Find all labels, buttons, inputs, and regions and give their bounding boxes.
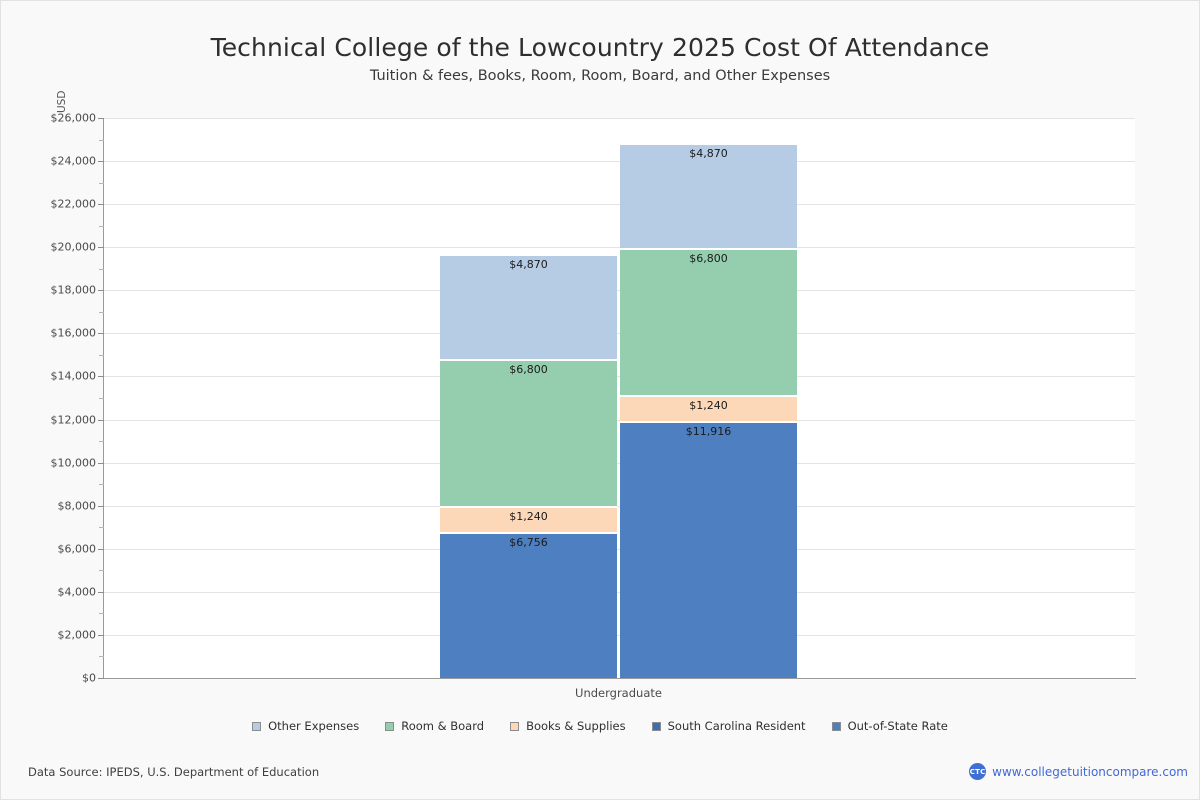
gridline <box>104 161 1135 163</box>
bar-segment[interactable]: $1,240 <box>620 394 797 422</box>
y-tick-major <box>98 204 104 206</box>
plot-area <box>104 118 1135 679</box>
legend-swatch-icon <box>252 721 262 731</box>
legend-label: Books & Supplies <box>526 719 626 733</box>
x-axis-category-label: Undergraduate <box>575 686 662 700</box>
stacked-bar[interactable]: $6,756 $1,240 $6,800 $4,870 <box>440 254 617 678</box>
ctc-logo-icon: CTC <box>969 763 987 780</box>
bar-segment[interactable]: $4,870 <box>620 143 797 249</box>
x-axis-line <box>104 678 1136 679</box>
bar-segment-value-label: $6,800 <box>689 252 728 266</box>
y-axis-tick-labels: $0 $2,000 $4,000 $6,000 $8,000 $10,000 $12,000… <box>0 0 97 800</box>
bar-segment[interactable]: $6,756 <box>440 532 617 678</box>
y-tick-label: $10,000 <box>50 456 97 470</box>
y-tick-minor <box>99 268 104 270</box>
y-tick-major <box>98 290 104 292</box>
y-tick-label: $26,000 <box>50 111 97 125</box>
y-tick-minor <box>99 441 104 443</box>
gridline <box>104 204 1135 206</box>
gridline <box>104 591 1135 593</box>
y-tick-major <box>98 505 104 507</box>
legend-item[interactable]: South Carolina Resident <box>651 719 806 733</box>
y-tick-major <box>98 634 104 636</box>
bar-segment-value-label: $1,240 <box>509 509 548 523</box>
gridline <box>104 247 1135 249</box>
gridline <box>104 505 1135 507</box>
bar-segment-value-label: $11,916 <box>685 425 732 439</box>
y-tick-major <box>98 678 104 679</box>
stacked-bar[interactable]: $11,916 $1,240 $6,800 $4,870 <box>620 143 797 678</box>
gridline <box>104 376 1135 378</box>
y-tick-minor <box>99 182 104 184</box>
y-tick-minor <box>99 484 104 486</box>
legend-label: South Carolina Resident <box>667 719 806 733</box>
brand-url-link[interactable]: www.collegetuitioncompare.com <box>992 764 1188 779</box>
bar-segment[interactable]: $6,800 <box>620 248 797 395</box>
gridline <box>104 634 1135 636</box>
y-tick-label: $22,000 <box>50 197 97 211</box>
y-tick-label: $18,000 <box>50 283 97 297</box>
gridline <box>104 290 1135 292</box>
y-tick-major <box>98 591 104 593</box>
bar-segment[interactable]: $6,800 <box>440 359 617 506</box>
y-tick-minor <box>99 354 104 356</box>
y-tick-minor <box>99 656 104 658</box>
bar-segment[interactable]: $11,916 <box>620 421 797 678</box>
y-tick-major <box>98 376 104 378</box>
y-tick-label: $12,000 <box>50 413 97 427</box>
y-tick-major <box>98 462 104 464</box>
bar-segment-value-label: $4,870 <box>509 258 548 272</box>
chart-subtitle: Tuition & fees, Books, Room, Room, Board… <box>369 68 831 84</box>
gridline <box>104 548 1135 550</box>
bar-segment-value-label: $4,870 <box>689 147 728 161</box>
y-tick-label: $16,000 <box>50 326 97 340</box>
y-tick-minor <box>99 527 104 529</box>
y-tick-label: $14,000 <box>50 369 97 383</box>
y-tick-major <box>98 247 104 249</box>
y-tick-minor <box>99 139 104 141</box>
chart-title: Technical College of the Lowcountry 2025… <box>210 33 990 62</box>
gridline <box>104 462 1135 464</box>
y-tick-label: $24,000 <box>50 154 97 168</box>
y-tick-label: $20,000 <box>50 240 97 254</box>
y-tick-minor <box>99 613 104 615</box>
legend-swatch-icon <box>651 721 661 731</box>
legend-swatch-icon <box>385 721 395 731</box>
y-tick-major <box>98 333 104 335</box>
y-tick-minor <box>99 225 104 227</box>
gridline <box>104 118 1135 119</box>
legend-label: Room & Board <box>401 719 485 733</box>
legend-item[interactable]: Out-of-State Rate <box>831 719 948 733</box>
gridline <box>104 333 1135 335</box>
y-tick-label: $2,000 <box>57 628 97 642</box>
legend-swatch-icon <box>831 721 841 731</box>
legend-item[interactable]: Books & Supplies <box>510 719 626 733</box>
legend-swatch-icon <box>510 721 520 731</box>
bar-segment[interactable]: $1,240 <box>440 505 617 533</box>
bar-segment[interactable]: $4,870 <box>440 254 617 360</box>
y-tick-major <box>98 161 104 163</box>
legend-label: Other Expenses <box>268 719 360 733</box>
legend-item[interactable]: Room & Board <box>385 719 484 733</box>
y-tick-minor <box>99 570 104 572</box>
y-tick-minor <box>99 311 104 313</box>
y-tick-major <box>98 419 104 421</box>
bar-segment-value-label: $6,800 <box>509 363 548 377</box>
y-tick-label: $8,000 <box>57 499 97 513</box>
y-tick-major <box>98 548 104 550</box>
legend-label: Out-of-State Rate <box>847 719 948 733</box>
legend-item[interactable]: Other Expenses <box>252 719 359 733</box>
chart-legend: Other Expenses Room & Board Books & Suppli… <box>0 719 1200 733</box>
y-tick-minor <box>99 398 104 399</box>
y-tick-label: $4,000 <box>57 585 97 599</box>
y-tick-label: $0 <box>82 671 96 685</box>
bar-segment-value-label: $1,240 <box>689 398 728 412</box>
y-tick-label: $6,000 <box>57 542 97 556</box>
brand-attribution[interactable]: CTC www.collegetuitioncompare.com <box>969 763 1188 780</box>
y-tick-major <box>98 118 104 119</box>
data-source-note: Data Source: IPEDS, U.S. Department of E… <box>28 765 320 779</box>
bar-segment-value-label: $6,756 <box>509 536 548 550</box>
gridline <box>104 419 1135 421</box>
